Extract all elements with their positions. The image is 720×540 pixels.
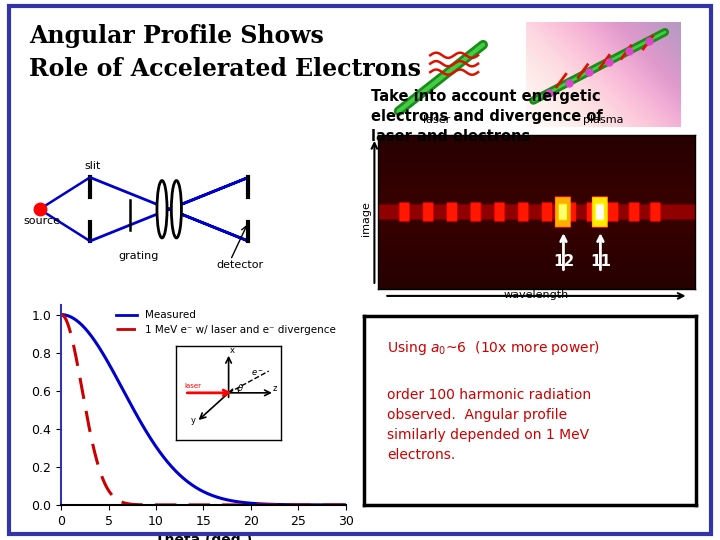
Line: Measured: Measured xyxy=(61,315,346,505)
X-axis label: Theta (deg.): Theta (deg.) xyxy=(155,533,252,540)
1 MeV e⁻ w/ laser and e⁻ divergence xyxy=(57,312,66,318)
Text: slit: slit xyxy=(85,161,101,171)
Text: Take into account energetic
electrons and divergence of
laser and electrons: Take into account energetic electrons an… xyxy=(371,89,603,144)
Measured xyxy=(341,502,350,508)
Text: grating: grating xyxy=(119,251,159,261)
Text: y: y xyxy=(191,416,195,424)
Text: laser: laser xyxy=(184,383,202,389)
Ellipse shape xyxy=(157,180,167,238)
Text: wavelength: wavelength xyxy=(504,290,569,300)
1 MeV e⁻ w/ laser and e⁻ divergence xyxy=(211,502,220,508)
Legend: Measured, 1 MeV e⁻ w/ laser and e⁻ divergence: Measured, 1 MeV e⁻ w/ laser and e⁻ diver… xyxy=(112,306,341,339)
Text: plasma: plasma xyxy=(582,114,624,125)
Measured xyxy=(211,493,220,500)
Text: detector: detector xyxy=(216,260,263,270)
1 MeV e⁻ w/ laser and e⁻ divergence xyxy=(194,502,202,508)
1 MeV e⁻ w/ laser and e⁻ divergence xyxy=(335,502,343,508)
Measured xyxy=(226,497,235,504)
Text: order 100 harmonic radiation
observed.  Angular profile
similarly depended on 1 : order 100 harmonic radiation observed. A… xyxy=(387,388,591,462)
Text: z: z xyxy=(273,383,277,393)
1 MeV e⁻ w/ laser and e⁻ divergence xyxy=(192,502,201,508)
Text: laser: laser xyxy=(423,114,450,125)
Measured xyxy=(290,502,299,508)
Measured xyxy=(194,485,202,492)
1 MeV e⁻ w/ laser and e⁻ divergence xyxy=(290,502,299,508)
Text: 11: 11 xyxy=(590,254,611,269)
1 MeV e⁻ w/ laser and e⁻ divergence xyxy=(341,502,350,508)
Line: 1 MeV e⁻ w/ laser and e⁻ divergence: 1 MeV e⁻ w/ laser and e⁻ divergence xyxy=(61,315,346,505)
Text: source: source xyxy=(23,215,60,226)
Text: image: image xyxy=(361,201,371,236)
1 MeV e⁻ w/ laser and e⁻ divergence xyxy=(226,502,235,508)
Text: $e^-$: $e^-$ xyxy=(251,369,264,379)
Text: x: x xyxy=(230,346,235,355)
Measured xyxy=(57,312,66,318)
Text: $\theta$: $\theta$ xyxy=(238,382,244,393)
Text: 12: 12 xyxy=(553,254,574,269)
Text: Angular Profile Shows: Angular Profile Shows xyxy=(29,24,324,48)
Ellipse shape xyxy=(171,180,181,238)
Measured xyxy=(192,484,201,491)
Text: Role of Accelerated Electrons: Role of Accelerated Electrons xyxy=(29,57,420,80)
Text: Using $\mathit{a}_0$~6  (10x more power): Using $\mathit{a}_0$~6 (10x more power) xyxy=(387,339,600,356)
Measured xyxy=(335,502,343,508)
